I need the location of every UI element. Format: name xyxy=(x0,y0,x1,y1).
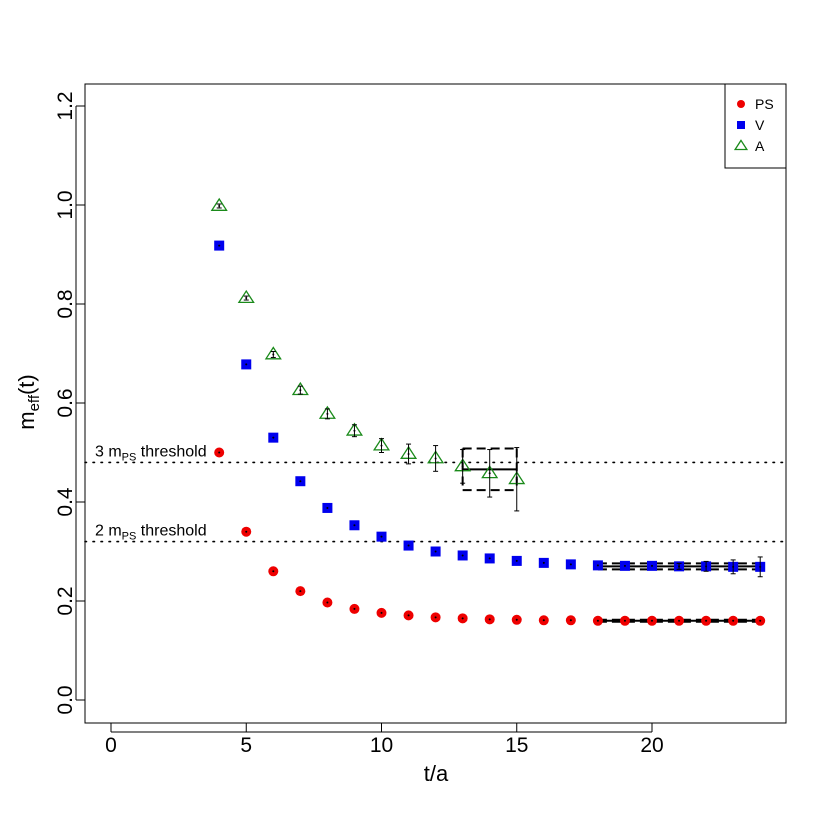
v-center-dot xyxy=(569,563,572,566)
ps-center-dot xyxy=(678,619,681,622)
v-center-dot xyxy=(542,561,545,564)
a-center-dot xyxy=(218,204,221,207)
a-center-dot xyxy=(461,465,464,468)
y-tick-label: 0.0 xyxy=(54,685,77,714)
ps-center-dot xyxy=(569,619,572,622)
v-center-dot xyxy=(596,564,599,567)
ps-center-dot xyxy=(759,619,762,622)
y-tick-label: 0.8 xyxy=(54,289,77,318)
ps-center-dot xyxy=(623,619,626,622)
ps-center-dot xyxy=(380,611,383,614)
v-center-dot xyxy=(705,565,708,568)
ps-center-dot xyxy=(596,619,599,622)
legend-label: V xyxy=(755,117,765,133)
v-center-dot xyxy=(326,506,329,509)
ps-center-dot xyxy=(732,619,735,622)
a-center-dot xyxy=(245,297,248,300)
ps-center-dot xyxy=(542,619,545,622)
v-center-dot xyxy=(759,565,762,568)
ps-center-dot xyxy=(353,607,356,610)
a-center-dot xyxy=(488,472,491,475)
a-point xyxy=(210,197,228,211)
v-center-dot xyxy=(245,363,248,366)
y-tick-label: 0.4 xyxy=(54,487,77,517)
a-center-dot xyxy=(326,412,329,415)
x-tick-label: 10 xyxy=(370,734,393,757)
threshold-label: 2 mPS threshold xyxy=(95,523,207,543)
a-point xyxy=(264,346,282,360)
a-center-dot xyxy=(353,429,356,432)
v-center-dot xyxy=(299,480,302,483)
x-axis-label: t/a xyxy=(424,761,449,786)
threshold-label: 3 mPS threshold xyxy=(95,443,207,463)
v-center-dot xyxy=(732,565,735,568)
v-center-dot xyxy=(353,524,356,527)
v-center-dot xyxy=(623,564,626,567)
a-center-dot xyxy=(515,478,518,481)
ps-center-dot xyxy=(461,617,464,620)
plot-frame xyxy=(84,83,787,724)
x-tick-label: 15 xyxy=(505,734,528,757)
y-tick-label: 0.2 xyxy=(54,586,77,615)
x-tick-label: 20 xyxy=(640,734,663,757)
ps-center-dot xyxy=(218,451,221,454)
ps-center-dot xyxy=(515,618,518,621)
a-center-dot xyxy=(380,444,383,447)
y-tick-label: 1.0 xyxy=(54,190,77,219)
legend-marker-a xyxy=(733,139,749,151)
v-center-dot xyxy=(488,557,491,560)
ps-center-dot xyxy=(245,530,248,533)
v-center-dot xyxy=(218,244,221,247)
a-point xyxy=(237,289,255,304)
v-center-dot xyxy=(651,564,653,567)
v-center-dot xyxy=(461,554,464,557)
legend-label: PS xyxy=(755,96,774,112)
legend-marker-v xyxy=(737,121,745,129)
a-center-dot xyxy=(407,452,410,455)
y-tick-label: 1.2 xyxy=(54,91,77,120)
y-axis-label: meff(t) xyxy=(14,374,43,430)
ps-center-dot xyxy=(434,616,437,619)
x-tick-label: 5 xyxy=(240,734,252,757)
v-center-dot xyxy=(434,550,437,553)
legend-label: A xyxy=(755,138,765,154)
a-center-dot xyxy=(299,389,302,392)
legend-box xyxy=(724,83,787,169)
a-center-dot xyxy=(434,457,437,460)
x-tick-label: 0 xyxy=(105,734,117,757)
v-center-dot xyxy=(407,544,410,547)
ps-center-dot xyxy=(705,619,708,622)
v-center-dot xyxy=(272,436,275,439)
ps-center-dot xyxy=(299,590,302,593)
y-tick-label: 0.6 xyxy=(54,388,77,417)
legend-marker-ps xyxy=(737,100,745,108)
a-center-dot xyxy=(272,353,275,356)
ps-center-dot xyxy=(651,619,653,622)
v-center-dot xyxy=(515,559,518,562)
ps-center-dot xyxy=(407,614,410,617)
ps-center-dot xyxy=(326,601,329,604)
ps-center-dot xyxy=(272,570,275,573)
ps-center-dot xyxy=(488,618,491,621)
v-center-dot xyxy=(380,535,383,538)
v-center-dot xyxy=(678,565,681,568)
